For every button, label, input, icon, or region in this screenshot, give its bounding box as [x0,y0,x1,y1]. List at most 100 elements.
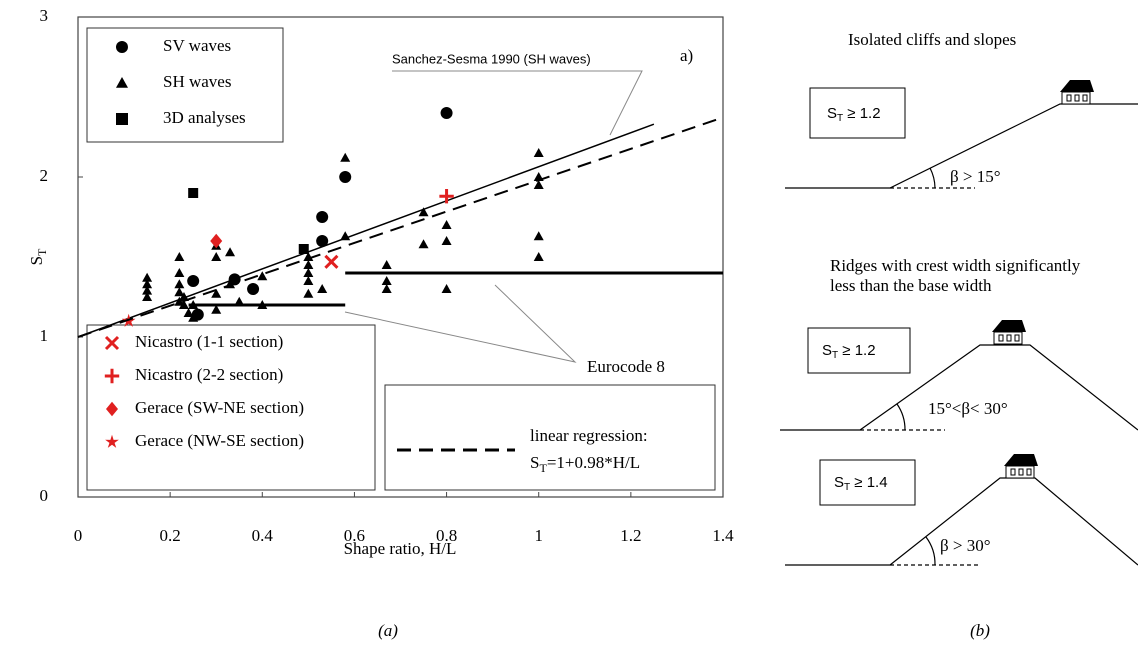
formula-part: T [539,461,547,475]
point [303,288,314,298]
point [381,260,392,269]
point [303,276,314,285]
y-tick-label: 1 [40,326,49,345]
legend-label: Nicastro (1-1 section) [135,332,283,351]
house-window [1006,334,1012,342]
point [142,292,153,301]
house-roof [1060,80,1094,92]
point [211,252,222,261]
formula-part: =1+0.98*H/L [547,453,640,472]
box [819,459,916,506]
x-tick-label: 0 [74,526,83,545]
point [257,300,268,309]
angle-label: β > 30° [940,536,991,555]
house-icon [1060,80,1094,105]
point [324,254,339,269]
box-part: S [822,342,832,359]
house-roof [1004,454,1038,466]
box-label: ST ≥ 1.2 [822,342,876,361]
point [188,312,199,322]
legend-label: 3D analyses [163,108,246,127]
house-window [1010,468,1016,476]
point [257,271,268,281]
point [234,296,245,306]
house-window [1026,468,1032,476]
leader-line [344,284,577,363]
panel-title: less than the base width [830,276,992,295]
legend-symbol [104,335,120,351]
leader-line [392,70,643,136]
point [533,231,544,241]
terrain [780,103,1138,566]
house-window [1018,468,1024,476]
annotation: a) [680,46,693,65]
panel-title: Isolated cliffs and slopes [848,30,1016,49]
point [441,284,452,293]
x-tick-label: 0.4 [252,526,274,545]
point [178,292,189,301]
point [210,233,223,249]
point [316,235,329,247]
legend-label: Gerace (NW-SE section) [135,431,304,450]
house-body [1005,465,1035,479]
house-window [998,334,1004,342]
legend-label: Nicastro (2-2 section) [135,365,283,384]
legend-symbol [105,434,119,448]
plot-frame [77,16,724,498]
caption: (a) [378,621,398,640]
regression-line [77,116,724,338]
legend-label: SH waves [163,72,231,91]
point [441,220,452,229]
point [174,287,185,297]
legend-box [384,384,716,491]
point [439,189,454,204]
house-icon [992,320,1026,345]
legend-label: linear regression: [530,426,648,445]
house-window [1066,94,1072,102]
x-tick-label: 1.2 [620,526,641,545]
y-tick-label: 0 [40,486,49,505]
annotation: Sanchez-Sesma 1990 (SH waves) [392,51,591,66]
box-part: T [832,350,838,361]
point [142,279,153,289]
point [441,236,452,245]
x-tick-label: 0.6 [344,526,365,545]
box [809,87,906,139]
x-tick-label: 0.8 [436,526,457,545]
x-axis-label: Shape ratio, H/L [344,539,457,558]
legend-formula: ST=1+0.98*H/L [530,453,640,475]
box-label: ST ≥ 1.4 [834,474,888,493]
house-roof [992,320,1026,332]
point [187,275,200,287]
legend-box [86,324,376,491]
annotation: Eurocode 8 [587,357,665,376]
house-window [1074,94,1080,102]
x-tick-label: 1 [534,526,543,545]
point [533,180,544,189]
point [188,188,199,198]
point [418,207,429,217]
point [142,272,153,282]
point [303,260,314,269]
legend-symbol [116,113,128,125]
point [247,283,260,296]
point [225,247,236,257]
y-tick-label: 3 [40,6,49,25]
point [174,279,185,289]
box-part: ≥ 1.2 [843,105,880,122]
house-body [993,331,1023,345]
house-icon [1004,454,1038,479]
point [174,252,185,261]
point [303,268,314,277]
caption: (b) [970,621,990,640]
box-part: ≥ 1.2 [838,342,875,359]
y-tick-label: 2 [40,166,49,185]
legend-symbol [116,77,128,88]
angle-label: β > 15° [950,167,1001,186]
point [317,284,328,293]
box-part: T [844,482,850,493]
point [316,211,329,223]
point [440,107,453,119]
box-part: S [834,474,844,491]
